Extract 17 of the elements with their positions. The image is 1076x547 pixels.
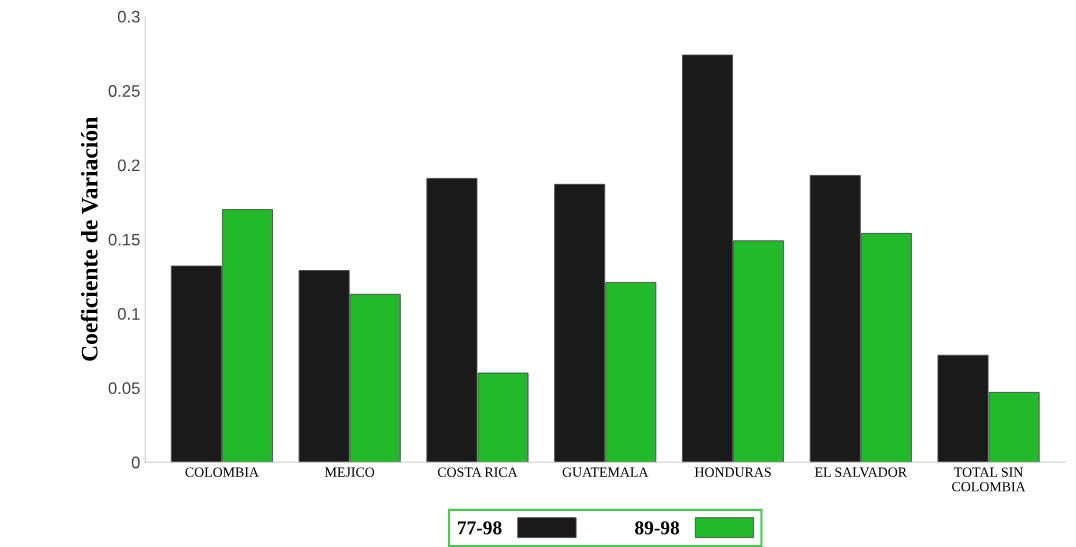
legend-label: 89-98 (635, 521, 680, 535)
y-tick-label: 0.1 (117, 308, 140, 320)
y-tick-label: 0 (131, 456, 140, 469)
x-tick-label: HONDURAS (694, 467, 771, 477)
x-tick-label: COSTA RICA (437, 467, 518, 477)
x-tick-label: COLOMBIA (185, 467, 259, 477)
y-tick-label: 0.3 (117, 10, 140, 23)
x-tick-label: GUATEMALA (562, 467, 649, 477)
x-tick-label: TOTAL SIN COLOMBIA (952, 467, 1026, 492)
y-axis-title: Coeficiente de Variación (80, 117, 98, 361)
legend-label: 77-98 (457, 521, 502, 535)
y-tick-label: 0.15 (108, 233, 140, 246)
y-tick-label: 0.2 (117, 159, 140, 172)
x-tick-label: EL SALVADOR (814, 467, 908, 477)
y-tick-label: 0.25 (108, 85, 140, 97)
x-tick-label: MEJICO (325, 467, 375, 477)
y-tick-label: 0.05 (108, 382, 140, 395)
